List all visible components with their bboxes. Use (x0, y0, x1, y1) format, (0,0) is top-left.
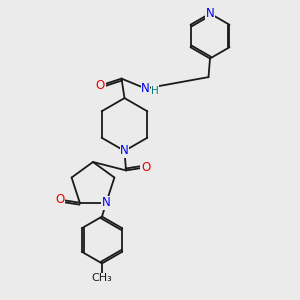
Text: N: N (141, 82, 150, 95)
Text: H: H (151, 85, 159, 96)
Text: N: N (102, 196, 111, 209)
Text: CH₃: CH₃ (92, 273, 112, 284)
Text: O: O (141, 161, 150, 174)
Text: O: O (56, 193, 65, 206)
Text: N: N (120, 144, 129, 158)
Text: N: N (206, 7, 214, 20)
Text: O: O (96, 79, 105, 92)
